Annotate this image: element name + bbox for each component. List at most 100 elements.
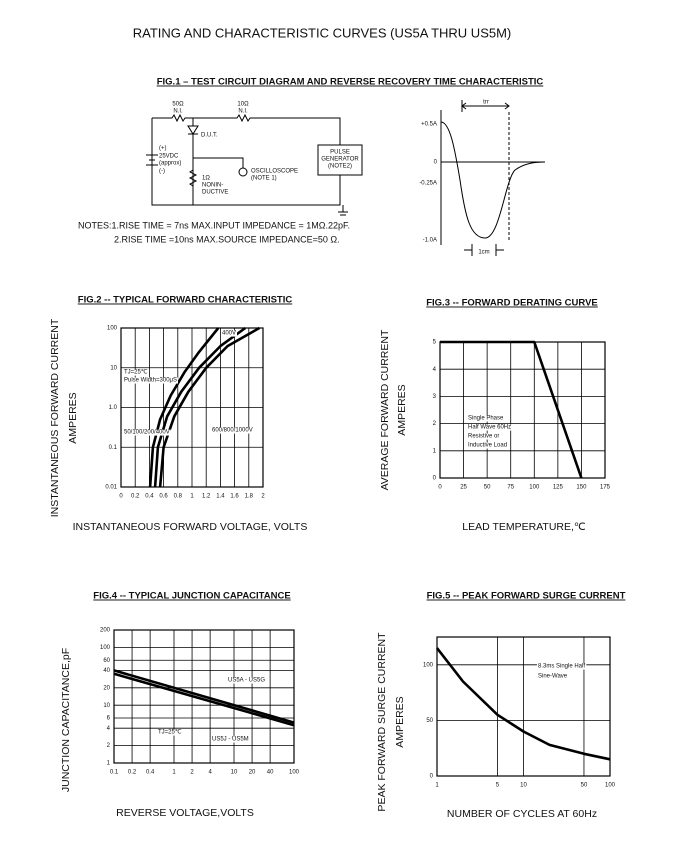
note: NOTES:1.RISE TIME = 7ns MAX.INPUT IMPEDA… bbox=[78, 220, 350, 230]
label: DUCTIVE bbox=[202, 190, 228, 196]
y-tick-label: 4 bbox=[433, 367, 437, 373]
annotation: US5A - US5G bbox=[228, 678, 265, 684]
y-axis-label: PEAK FORWARD SURGE CURRENT bbox=[376, 632, 388, 812]
annotation-bg bbox=[211, 736, 250, 743]
label: 25VDC bbox=[159, 154, 179, 160]
curve bbox=[153, 326, 247, 488]
annotation-bg bbox=[157, 729, 183, 736]
x-tick-label: 1 bbox=[190, 494, 194, 500]
x-tick-label: 50 bbox=[484, 485, 491, 491]
y-tick-label: 10 bbox=[103, 703, 110, 709]
annotation: Pulse Width=300μS bbox=[124, 378, 177, 384]
annotation: 600/800/1000V bbox=[212, 428, 253, 434]
y-axis-label: JUNCTION CAPACITANCE,pF bbox=[60, 648, 72, 792]
x-axis-label: NUMBER OF CYCLES AT 60Hz bbox=[447, 808, 597, 820]
annotation: US5J - US5M bbox=[212, 737, 249, 743]
x-tick-label: 0.1 bbox=[110, 770, 119, 776]
annotation: Single Phase bbox=[468, 416, 504, 422]
annotation-bg bbox=[467, 415, 506, 422]
y-tick-label: 1 bbox=[433, 448, 437, 454]
label: 10Ω bbox=[237, 102, 249, 108]
x-tick-label: 1 bbox=[435, 783, 439, 789]
annotation-bg bbox=[123, 369, 149, 376]
label: (approx) bbox=[159, 161, 181, 167]
x-axis-label: INSTANTANEOUS FORWARD VOLTAGE, VOLTS bbox=[73, 521, 308, 533]
annotation: 400V bbox=[222, 331, 236, 337]
x-tick-label: 125 bbox=[553, 485, 564, 491]
y-tick-label: 100 bbox=[423, 662, 434, 668]
x-tick-label: 100 bbox=[529, 485, 540, 491]
level-label: -1.0A bbox=[423, 238, 437, 244]
y-tick-label: 0.1 bbox=[109, 445, 118, 451]
curve bbox=[113, 669, 295, 724]
label: OSCILLOSCOPE bbox=[251, 169, 298, 175]
y-tick-label: 0 bbox=[433, 476, 437, 482]
annotation-bg bbox=[221, 330, 238, 337]
label: (NOTE 1) bbox=[251, 176, 277, 182]
annotation-bg bbox=[467, 442, 509, 449]
x-axis-label: REVERSE VOLTAGE,VOLTS bbox=[116, 807, 254, 819]
x-tick-label: 0.2 bbox=[131, 494, 140, 500]
annotation: Half Wave 60Hz bbox=[468, 425, 511, 431]
y-axis-label: INSTANTANEOUS FORWARD CURRENT bbox=[49, 318, 61, 517]
annotation-bg bbox=[537, 663, 587, 670]
curve bbox=[440, 340, 583, 479]
y-tick-label: 40 bbox=[103, 668, 110, 674]
y-tick-label: 60 bbox=[103, 658, 110, 664]
x-tick-label: 1.6 bbox=[230, 494, 239, 500]
y-tick-label: 50 bbox=[426, 718, 433, 724]
x-tick-label: 20 bbox=[249, 770, 256, 776]
x-tick-label: 0.4 bbox=[145, 494, 154, 500]
annotation: Resistive or bbox=[468, 434, 499, 440]
annotation-bg bbox=[123, 429, 171, 436]
y-tick-label: 4 bbox=[107, 726, 111, 732]
x-tick-label: 175 bbox=[600, 485, 611, 491]
y-tick-label: 2 bbox=[433, 421, 437, 427]
x-tick-label: 0.6 bbox=[159, 494, 168, 500]
label: D.U.T. bbox=[201, 133, 218, 139]
x-tick-label: 0.8 bbox=[174, 494, 183, 500]
annotation: Inductive Load bbox=[468, 443, 507, 449]
chart-title: FIG.3 -- FORWARD DERATING CURVE bbox=[426, 298, 598, 309]
x-tick-label: 0.4 bbox=[146, 770, 155, 776]
annotation-bg bbox=[211, 427, 254, 434]
label: N.I. bbox=[173, 109, 183, 115]
label: (NOTE2) bbox=[328, 164, 352, 170]
x-tick-label: 1.8 bbox=[245, 494, 254, 500]
annotation: 50/100/200/400V bbox=[124, 430, 170, 436]
y-tick-label: 1 bbox=[107, 761, 111, 767]
y-tick-label: 200 bbox=[100, 628, 111, 634]
annotation-bg bbox=[123, 377, 178, 384]
annotation: Sine-Wave bbox=[538, 674, 568, 680]
y-axis-label: AMPERES bbox=[67, 392, 79, 443]
label: NONIN- bbox=[202, 183, 223, 189]
y-tick-label: 0.01 bbox=[105, 485, 117, 491]
annotation-bg bbox=[227, 677, 267, 684]
scale-label: 1cm bbox=[478, 250, 489, 256]
curve bbox=[435, 647, 611, 761]
label: GENERATOR bbox=[321, 157, 359, 163]
label: 1Ω bbox=[202, 176, 210, 182]
x-tick-label: 0 bbox=[119, 494, 123, 500]
x-tick-label: 1.4 bbox=[216, 494, 225, 500]
x-tick-label: 1 bbox=[172, 770, 176, 776]
annotation: 8.3ms Single Half bbox=[538, 664, 585, 670]
annotation: TJ=25℃ bbox=[158, 730, 182, 736]
x-tick-label: 100 bbox=[605, 783, 616, 789]
y-axis-label: AMPERES bbox=[394, 696, 406, 747]
circuit bbox=[146, 113, 363, 216]
y-axis-label: AMPERES bbox=[396, 384, 408, 435]
x-tick-label: 10 bbox=[520, 783, 527, 789]
label: N.I. bbox=[238, 109, 248, 115]
x-tick-label: 2 bbox=[261, 494, 265, 500]
waveform bbox=[440, 100, 546, 256]
x-tick-label: 10 bbox=[231, 770, 238, 776]
y-tick-label: 2 bbox=[107, 743, 111, 749]
level-label: -0.25A bbox=[419, 181, 437, 187]
label: (+) bbox=[159, 146, 167, 152]
chart-title: FIG.2 -- TYPICAL FORWARD CHARACTERISTIC bbox=[78, 295, 293, 306]
annotation-bg bbox=[537, 673, 569, 680]
x-tick-label: 4 bbox=[208, 770, 212, 776]
y-axis-label: AVERAGE FORWARD CURRENT bbox=[379, 329, 391, 490]
